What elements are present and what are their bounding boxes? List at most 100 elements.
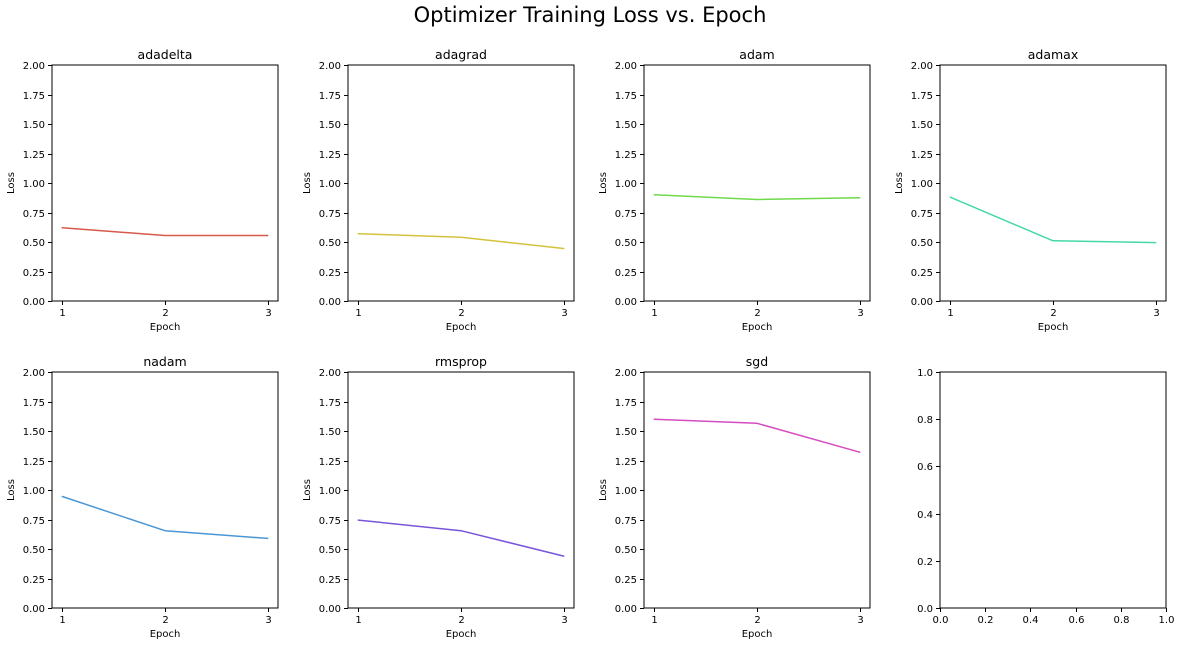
x-tick-label: 0.0 bbox=[933, 615, 949, 626]
x-tick-label: 3 bbox=[265, 615, 271, 626]
y-tick-label: 0.25 bbox=[615, 575, 637, 586]
y-tick-label: 1.50 bbox=[23, 427, 45, 438]
y-tick-label: 2.00 bbox=[615, 368, 637, 379]
y-tick-label: 0.00 bbox=[23, 604, 45, 615]
y-tick-label: 1.25 bbox=[615, 457, 637, 468]
axes-frame bbox=[51, 371, 279, 609]
series-line-adamax bbox=[949, 196, 1157, 244]
y-tick-label: 1.00 bbox=[911, 179, 933, 190]
x-axis-label: Epoch bbox=[150, 322, 181, 333]
x-tick-label: 3 bbox=[857, 308, 863, 319]
y-tick-label: 0.00 bbox=[615, 604, 637, 615]
y-tick-label: 1.50 bbox=[911, 120, 933, 131]
x-axis-label: Epoch bbox=[742, 322, 773, 333]
y-tick-label: 0.00 bbox=[615, 297, 637, 308]
series-line-adam bbox=[653, 194, 861, 201]
x-tick-label: 3 bbox=[561, 615, 567, 626]
subplot-title: adadelta bbox=[138, 47, 193, 62]
x-axis-label: Epoch bbox=[446, 322, 477, 333]
x-tick-label: 1 bbox=[59, 308, 65, 319]
axes-frame bbox=[939, 371, 1167, 609]
y-tick-label: 0.00 bbox=[911, 297, 933, 308]
x-tick-label: 0.4 bbox=[1023, 615, 1039, 626]
y-tick-label: 0.50 bbox=[615, 545, 637, 556]
x-tick-label: 3 bbox=[265, 308, 271, 319]
axes-frame bbox=[643, 371, 871, 609]
x-tick-label: 0.2 bbox=[978, 615, 994, 626]
series-line-adadelta bbox=[61, 227, 269, 237]
y-tick-label: 0.50 bbox=[615, 238, 637, 249]
y-tick-label: 2.00 bbox=[319, 61, 341, 72]
y-tick-label: 0.75 bbox=[615, 209, 637, 220]
series-line-nadam bbox=[61, 495, 269, 540]
x-tick-label: 1 bbox=[947, 308, 953, 319]
x-tick-label: 2 bbox=[754, 615, 760, 626]
y-axis-label: Loss bbox=[302, 172, 313, 194]
y-tick-label: 2.00 bbox=[319, 368, 341, 379]
y-tick-label: 0.75 bbox=[911, 209, 933, 220]
subplot-adamax: 0.00 0.25 0.50 0.75 1.00 1.25 1.50 1.75 2.00 1 2 3 a… bbox=[894, 47, 1167, 333]
y-tick-label: 0.50 bbox=[23, 238, 45, 249]
x-tick-label: 1 bbox=[651, 615, 657, 626]
series-line-adagrad bbox=[357, 232, 565, 250]
axes-frame bbox=[939, 64, 1167, 302]
y-tick-label: 1.00 bbox=[319, 486, 341, 497]
y-tick-label: 0.25 bbox=[23, 268, 45, 279]
x-tick-label: 1.0 bbox=[1159, 615, 1175, 626]
y-axis-label: Loss bbox=[598, 172, 609, 194]
y-tick-label: 1.00 bbox=[23, 486, 45, 497]
subplot-rmsprop: 0.00 0.25 0.50 0.75 1.00 1.25 1.50 1.75 2.00 1 2 3 r… bbox=[302, 354, 575, 640]
y-tick-label: 1.75 bbox=[615, 398, 637, 409]
y-tick-label: 1.00 bbox=[615, 179, 637, 190]
y-tick-label: 0.25 bbox=[319, 575, 341, 586]
subplot-title: sgd bbox=[746, 354, 768, 369]
axes-frame bbox=[347, 371, 575, 609]
y-tick-label: 0.25 bbox=[615, 268, 637, 279]
y-tick-label: 1.00 bbox=[319, 179, 341, 190]
x-tick-label: 2 bbox=[162, 615, 168, 626]
y-tick-label: 2.00 bbox=[911, 61, 933, 72]
y-tick-label: 0.6 bbox=[917, 462, 933, 473]
y-tick-label: 1.50 bbox=[23, 120, 45, 131]
y-tick-label: 0.00 bbox=[319, 604, 341, 615]
subplot-adam: 0.00 0.25 0.50 0.75 1.00 1.25 1.50 1.75 2.00 1 2 3 a… bbox=[598, 47, 871, 333]
y-tick-label: 1.25 bbox=[911, 150, 933, 161]
y-tick-label: 1.00 bbox=[615, 486, 637, 497]
axes-frame bbox=[51, 64, 279, 302]
y-tick-label: 1.50 bbox=[615, 120, 637, 131]
y-tick-label: 0.8 bbox=[917, 415, 933, 426]
y-tick-label: 0.75 bbox=[319, 209, 341, 220]
x-tick-label: 2 bbox=[162, 308, 168, 319]
x-tick-label: 2 bbox=[1050, 308, 1056, 319]
x-tick-label: 1 bbox=[355, 308, 361, 319]
subplot-adadelta: 0.00 0.25 0.50 0.75 1.00 1.25 1.50 1.75 2.00 1 2 3 a… bbox=[6, 47, 279, 333]
y-tick-label: 0.00 bbox=[23, 297, 45, 308]
y-tick-label: 2.00 bbox=[23, 368, 45, 379]
x-tick-label: 1 bbox=[59, 615, 65, 626]
x-tick-label: 0.6 bbox=[1069, 615, 1085, 626]
y-tick-label: 2.00 bbox=[615, 61, 637, 72]
y-tick-label: 1.25 bbox=[319, 457, 341, 468]
y-tick-label: 0.25 bbox=[23, 575, 45, 586]
y-tick-label: 0.50 bbox=[911, 238, 933, 249]
x-tick-label: 1 bbox=[355, 615, 361, 626]
axes-frame bbox=[643, 64, 871, 302]
y-tick-label: 1.25 bbox=[319, 150, 341, 161]
y-tick-label: 1.25 bbox=[23, 457, 45, 468]
y-tick-label: 1.00 bbox=[23, 179, 45, 190]
figure-title: Optimizer Training Loss vs. Epoch bbox=[414, 3, 767, 27]
subplot-title: adagrad bbox=[435, 47, 487, 62]
x-tick-label: 0.8 bbox=[1114, 615, 1130, 626]
x-tick-label: 1 bbox=[651, 308, 657, 319]
y-axis-label: Loss bbox=[6, 479, 17, 501]
y-tick-label: 1.50 bbox=[319, 427, 341, 438]
x-tick-label: 2 bbox=[458, 615, 464, 626]
y-tick-label: 0.75 bbox=[319, 516, 341, 527]
y-tick-label: 1.75 bbox=[23, 91, 45, 102]
y-tick-label: 0.50 bbox=[319, 238, 341, 249]
x-tick-label: 3 bbox=[857, 615, 863, 626]
y-tick-label: 0.75 bbox=[615, 516, 637, 527]
y-tick-label: 1.25 bbox=[615, 150, 637, 161]
y-tick-label: 0.75 bbox=[23, 209, 45, 220]
